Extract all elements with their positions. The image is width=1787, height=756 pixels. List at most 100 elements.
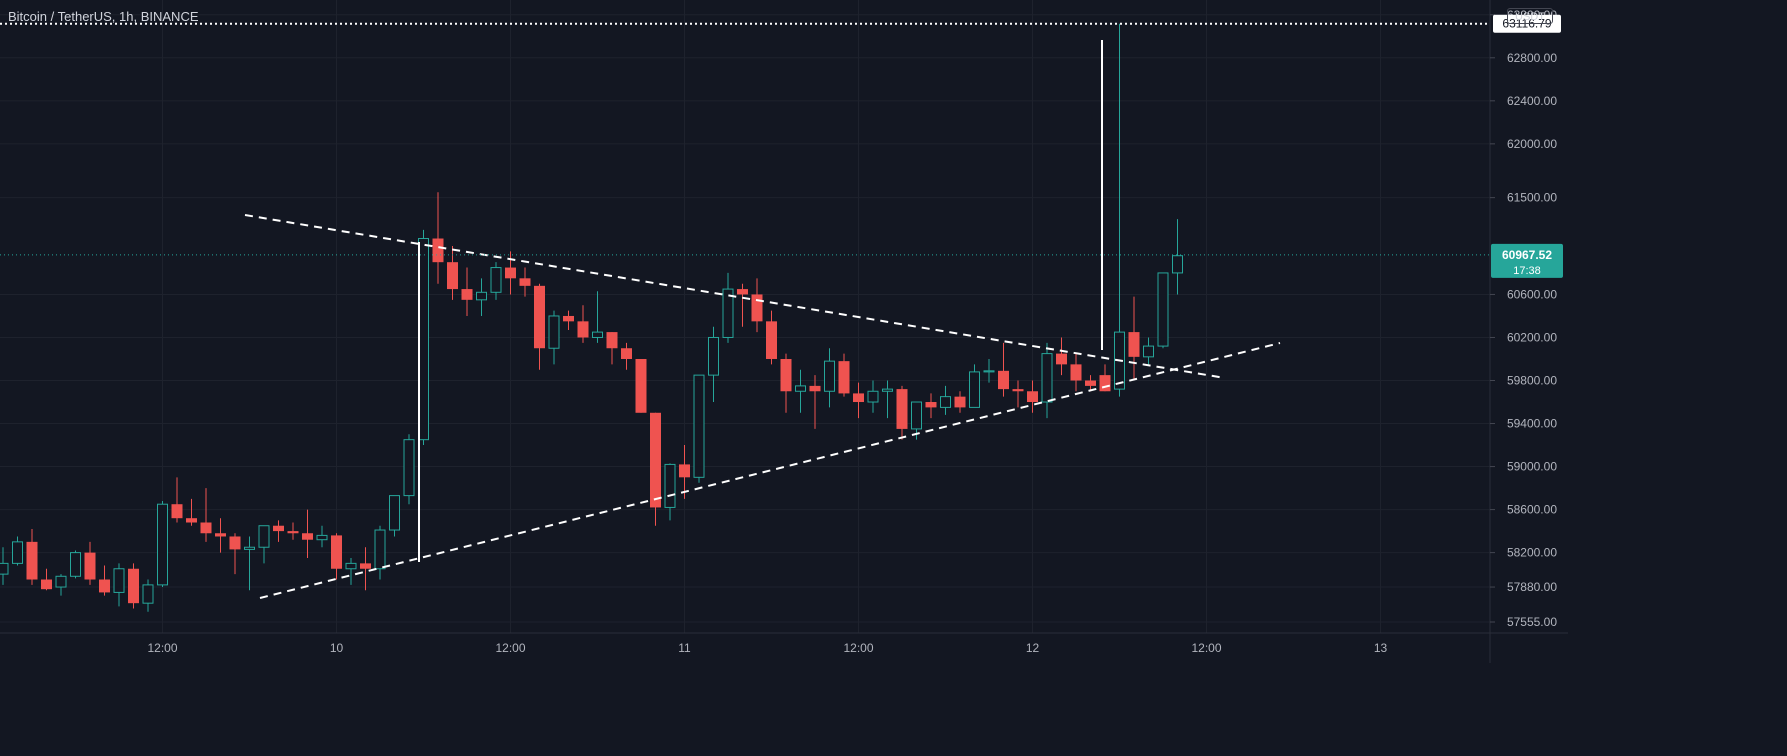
candle-body — [606, 332, 618, 349]
candle-body — [896, 389, 908, 429]
candle-body — [360, 563, 371, 569]
candle-body — [1041, 353, 1053, 403]
candle-body — [1099, 375, 1111, 392]
candle — [969, 364, 980, 408]
candle — [577, 305, 589, 343]
candle-body — [548, 315, 560, 349]
candle — [128, 563, 139, 609]
candle-body — [157, 503, 168, 586]
candle-body — [41, 579, 52, 590]
candle-body — [331, 535, 342, 569]
candle-body — [592, 331, 603, 338]
candle — [766, 310, 777, 365]
candle-body — [940, 396, 951, 408]
current-price-badge: 60967.52 17:38 — [1491, 243, 1563, 278]
candle — [432, 192, 444, 284]
y-tick-label: 62800.00 — [1507, 51, 1557, 65]
x-tick-label: 13 — [1374, 641, 1388, 655]
candle-body — [809, 385, 821, 392]
candle — [795, 369, 806, 413]
candle — [490, 262, 502, 300]
candle-body — [983, 370, 995, 373]
candle — [679, 445, 690, 499]
candle — [1143, 337, 1154, 365]
candle-body — [1012, 389, 1024, 392]
candle-body — [635, 358, 647, 413]
y-tick-label: 60600.00 — [1507, 287, 1557, 301]
candle — [374, 525, 386, 580]
candle-body — [708, 336, 719, 376]
candle-body — [795, 385, 806, 392]
candle-body — [1085, 380, 1096, 386]
candle-body — [142, 584, 154, 604]
currency-button[interactable]: USDT — [1507, 8, 1553, 24]
candle — [403, 434, 415, 505]
candle — [824, 348, 835, 408]
y-tick-label: 57880.00 — [1507, 580, 1557, 594]
candle — [1070, 353, 1082, 392]
candle-body — [403, 439, 415, 497]
candle-body — [200, 522, 212, 534]
candle-body — [1056, 353, 1067, 365]
y-tick-label: 60200.00 — [1507, 330, 1557, 344]
candle — [360, 547, 371, 591]
candle-body — [853, 393, 864, 403]
x-tick-label: 12:00 — [1191, 641, 1221, 655]
candle — [229, 533, 241, 575]
candle — [998, 342, 1009, 397]
candle — [258, 525, 270, 564]
x-axis-labels: 12:00 10 12:00 11 12:00 12 12:00 13 — [147, 641, 1387, 655]
candle — [882, 380, 893, 419]
y-tick-label: 59000.00 — [1507, 460, 1557, 474]
x-tick-label: 12:00 — [495, 641, 525, 655]
candle — [316, 525, 328, 548]
candle-body — [244, 546, 255, 550]
candle — [302, 509, 313, 558]
candle-body — [26, 541, 38, 580]
candle-body — [954, 396, 966, 408]
y-tick-label: 58200.00 — [1507, 546, 1557, 560]
candle-body — [693, 374, 705, 478]
y-tick-label: 57555.00 — [1507, 615, 1557, 629]
candle — [215, 518, 226, 553]
candle-body — [621, 348, 632, 359]
candle-body — [461, 289, 473, 300]
candle-body — [273, 525, 284, 532]
candle — [157, 500, 168, 588]
candle-body — [563, 315, 574, 322]
candle — [1172, 219, 1183, 295]
candle — [1085, 375, 1096, 392]
candle — [722, 272, 734, 343]
candle-body — [389, 495, 400, 531]
candle — [186, 498, 197, 526]
candle — [606, 332, 618, 365]
chart-title[interactable]: Bitcoin / TetherUS, 1h, BINANCE — [8, 9, 199, 24]
candle-body — [1128, 332, 1140, 357]
y-tick-label: 59800.00 — [1507, 374, 1557, 388]
candle-body — [476, 291, 487, 301]
candle-body — [258, 525, 270, 548]
candle — [925, 393, 937, 419]
candle — [838, 353, 850, 397]
y-tick-label: 61500.00 — [1507, 191, 1557, 205]
x-tick-label: 12 — [1026, 641, 1040, 655]
candle — [534, 283, 545, 370]
candle-body — [432, 238, 444, 263]
candle-body — [838, 361, 850, 394]
candle — [635, 358, 647, 413]
candle-body — [737, 289, 748, 295]
candle — [983, 358, 995, 383]
candle-body — [1027, 391, 1038, 403]
candle-body — [824, 360, 835, 392]
candle — [708, 326, 719, 403]
candle — [26, 528, 38, 585]
candle-body — [0, 562, 9, 575]
candle — [954, 391, 966, 413]
candle — [41, 568, 52, 591]
x-tick-label: 12:00 — [843, 641, 873, 655]
candle-body — [911, 401, 922, 430]
candle — [664, 463, 676, 521]
candle — [621, 342, 632, 370]
lower-trendline — [259, 342, 1281, 599]
